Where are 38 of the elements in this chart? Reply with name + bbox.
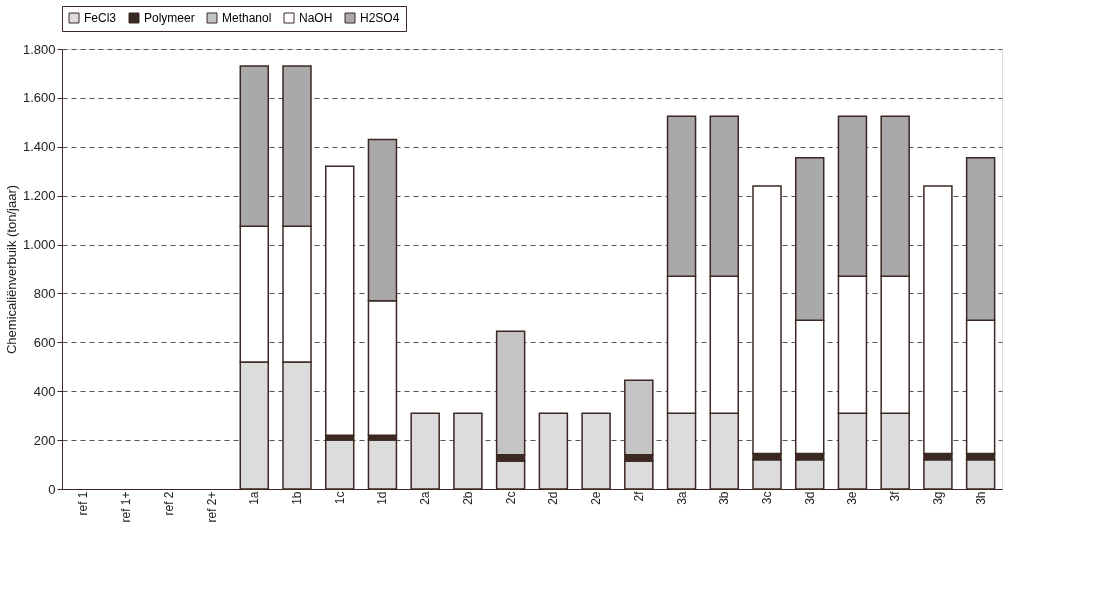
x-tick-label: ref 1+ (119, 491, 134, 523)
x-tick-label: ref 1 (76, 491, 91, 516)
x-tick-label: 3a (674, 491, 689, 505)
x-tick-label: 1c (332, 491, 347, 505)
x-tick-label: 1b (290, 491, 304, 505)
x-tick-label: 3b (717, 491, 732, 505)
y-tick-label: 200 (33, 432, 56, 448)
x-tick-label: 2b (460, 491, 475, 505)
y-tick-label: 1.400 (22, 139, 56, 155)
x-tick-label: 3e (845, 491, 860, 505)
x-tick-label: 2d (546, 491, 561, 505)
y-axis-title: Chemicaliënverbuik (ton/jaar) (3, 184, 19, 355)
legend-label: Polymeer (144, 11, 195, 25)
x-tick-label: 2f (631, 490, 646, 502)
x-tick-label: 3f (888, 490, 903, 502)
x-tick-label: 2e (589, 491, 604, 505)
legend-label: FeCl3 (84, 11, 117, 25)
x-tick-label: 2c (503, 491, 518, 505)
y-tick-label: 1.200 (22, 188, 56, 204)
y-tick-label: 0 (48, 481, 56, 497)
y-tick-label: 1.000 (22, 237, 56, 253)
y-tick-label: 1.600 (22, 90, 56, 106)
x-tick-label: ref 2 (161, 491, 176, 516)
y-tick-label: 400 (33, 383, 56, 399)
x-tick-label: 2a (418, 491, 433, 505)
x-tick-label: 3c (760, 491, 774, 505)
x-tick-label: ref 2+ (204, 491, 219, 523)
x-tick-label: 3d (802, 491, 817, 505)
x-tick-label: 3h (973, 491, 988, 505)
y-tick-label: 800 (33, 285, 56, 301)
x-tick-label: 3g (930, 491, 945, 505)
legend-label: NaOH (299, 11, 333, 25)
y-tick-label: 1.800 (22, 41, 56, 57)
x-tick-label: 1a (247, 491, 262, 505)
x-tick-label: 1d (375, 491, 390, 505)
legend-label: Methanol (222, 11, 272, 25)
y-tick-label: 600 (33, 334, 56, 350)
legend-label: H2SO4 (360, 11, 400, 25)
